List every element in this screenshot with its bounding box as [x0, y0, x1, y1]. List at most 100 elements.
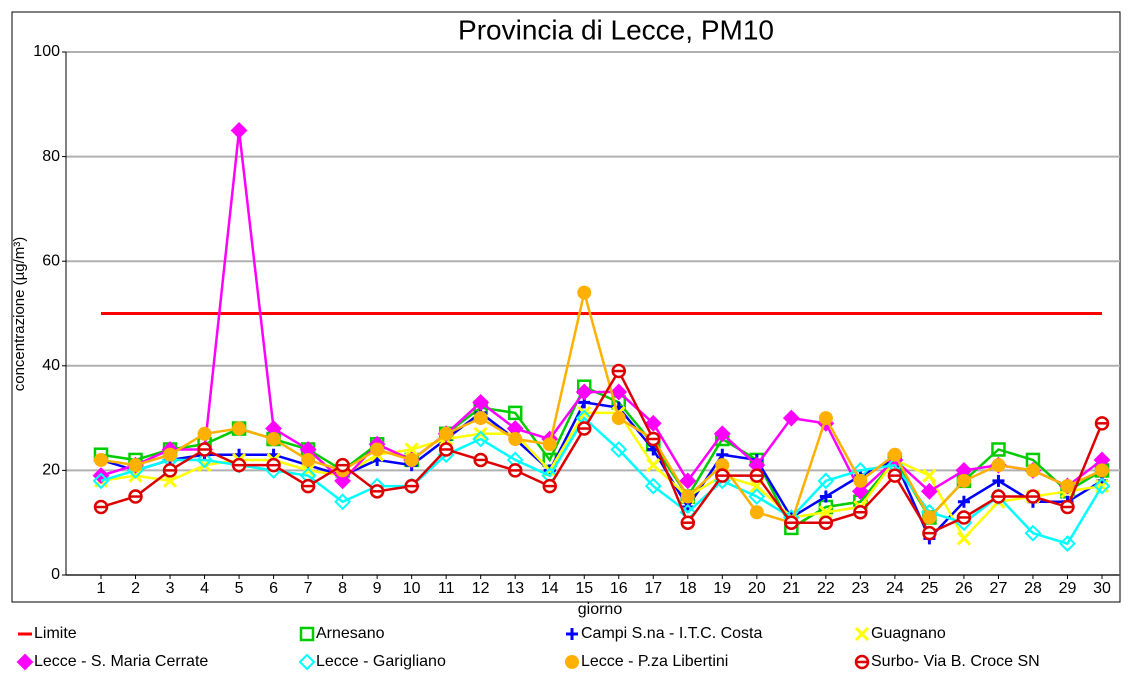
marker	[576, 421, 592, 436]
x-tick-label: 26	[955, 580, 973, 597]
marker-shape	[404, 452, 419, 467]
marker	[610, 383, 628, 401]
marker	[782, 409, 800, 427]
marker-shape	[163, 447, 178, 462]
marker-shape	[266, 432, 281, 447]
marker	[680, 489, 695, 504]
marker-shape	[577, 285, 592, 300]
marker	[1059, 535, 1076, 553]
marker-shape	[1093, 477, 1111, 495]
marker	[991, 458, 1006, 473]
marker-shape	[922, 510, 937, 525]
marker-shape	[577, 405, 592, 420]
marker	[1094, 416, 1110, 431]
marker-shape	[128, 458, 143, 473]
marker-shape	[610, 441, 628, 458]
legend-symbol	[854, 626, 870, 642]
marker	[162, 473, 178, 488]
marker-shape	[1095, 463, 1109, 478]
marker-shape	[404, 442, 419, 457]
x-tick-label: 20	[748, 580, 766, 597]
marker	[646, 458, 661, 473]
marker-shape	[1059, 535, 1076, 553]
marker-shape	[782, 409, 800, 427]
marker-shape	[992, 474, 1005, 487]
series-line	[100, 416, 1104, 546]
marker	[369, 484, 385, 499]
marker-shape	[473, 411, 488, 426]
marker	[713, 425, 731, 443]
marker-shape	[575, 383, 593, 401]
marker	[94, 452, 108, 467]
legend-symbol	[298, 653, 316, 671]
x-tick-label: 14	[541, 580, 559, 597]
x-tick-label: 11	[438, 580, 455, 597]
legend-label: Lecce - Garigliano	[316, 653, 446, 670]
marker	[577, 285, 592, 300]
x-tick-label: 18	[679, 580, 697, 597]
marker-shape	[991, 442, 1006, 457]
marker-shape	[818, 411, 833, 426]
marker	[472, 430, 490, 448]
marker-shape	[542, 437, 557, 452]
marker-shape	[298, 653, 316, 671]
marker	[1060, 479, 1075, 494]
marker-shape	[819, 490, 832, 503]
marker-shape	[817, 472, 835, 490]
x-tick-label: 13	[506, 580, 524, 597]
marker-shape	[94, 452, 108, 467]
marker	[162, 463, 178, 478]
marker	[715, 458, 730, 473]
x-tick-label: 30	[1093, 580, 1111, 597]
marker-shape	[644, 414, 662, 432]
marker	[818, 505, 833, 520]
x-tick-label: 28	[1024, 580, 1042, 597]
series-line	[100, 292, 1103, 525]
marker	[853, 473, 868, 488]
marker-shape	[473, 426, 488, 441]
marker	[646, 431, 661, 447]
marker-shape	[196, 451, 213, 469]
marker	[266, 457, 281, 473]
marker	[508, 432, 523, 447]
marker-shape	[922, 468, 937, 483]
marker	[472, 393, 490, 411]
x-tick-label: 16	[610, 580, 628, 597]
marker-shape	[748, 488, 766, 505]
legend-symbol	[565, 655, 579, 669]
marker	[1024, 524, 1042, 542]
marker-shape	[565, 655, 579, 669]
marker	[507, 463, 523, 478]
marker	[473, 452, 488, 468]
marker	[232, 421, 247, 436]
series-line	[100, 130, 1103, 494]
marker	[163, 447, 178, 462]
marker	[818, 411, 833, 426]
marker	[784, 515, 799, 530]
marker-shape	[644, 477, 662, 495]
marker-shape	[715, 458, 730, 473]
x-tick-label: 10	[403, 580, 421, 597]
marker	[818, 515, 834, 530]
marker	[301, 452, 316, 467]
legend-symbol	[299, 626, 315, 642]
marker-shape	[853, 473, 868, 488]
x-tick-label: 12	[472, 580, 490, 597]
marker	[231, 457, 247, 473]
marker-shape	[818, 505, 833, 520]
x-tick-label: 21	[782, 580, 800, 597]
y-tick-label: 80	[42, 148, 60, 165]
x-tick-label: 9	[373, 580, 382, 597]
x-tick-label: 1	[97, 580, 106, 597]
marker	[748, 488, 766, 505]
marker	[922, 468, 937, 483]
marker	[991, 442, 1006, 457]
legend-label: Campi S.na - I.T.C. Costa	[581, 625, 762, 642]
x-tick-label: 29	[1059, 580, 1077, 597]
legend-symbol	[16, 653, 34, 671]
legend-symbol	[566, 628, 578, 640]
x-tick-label: 4	[200, 580, 209, 597]
marker	[404, 452, 419, 467]
legend-symbol	[854, 654, 870, 670]
